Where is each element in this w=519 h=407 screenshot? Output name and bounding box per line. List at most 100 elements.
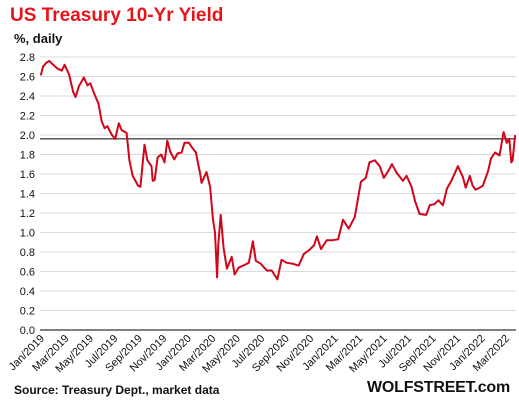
data-point <box>176 152 179 155</box>
data-point <box>425 214 428 216</box>
data-point <box>471 184 474 187</box>
data-point <box>418 213 421 215</box>
data-point <box>490 157 492 160</box>
data-point <box>308 249 311 252</box>
data-point <box>450 179 453 182</box>
data-point <box>474 188 477 191</box>
data-point <box>216 276 219 279</box>
data-point <box>117 122 120 125</box>
data-point <box>106 125 109 128</box>
y-tick-label: 1.8 <box>20 150 35 162</box>
data-point <box>153 178 156 181</box>
y-tick-label: 2.6 <box>20 72 35 84</box>
data-point <box>63 63 66 66</box>
data-point <box>205 171 208 173</box>
gridlines <box>40 56 516 311</box>
data-point <box>494 151 496 154</box>
data-point <box>217 243 220 246</box>
data-point <box>360 180 362 183</box>
data-point <box>68 73 70 76</box>
data-point <box>82 76 85 79</box>
data-point <box>303 253 305 255</box>
y-tick-label: 0.8 <box>20 247 35 259</box>
data-point <box>511 159 514 162</box>
data-point <box>265 269 268 272</box>
data-point <box>56 67 59 70</box>
y-tick-label: 1.0 <box>20 228 35 240</box>
data-point <box>347 227 350 230</box>
data-point <box>259 262 262 265</box>
data-point <box>78 85 80 88</box>
y-tick-label: 1.2 <box>20 208 35 220</box>
data-point <box>464 186 467 189</box>
data-point <box>226 267 228 270</box>
data-point <box>468 175 471 177</box>
data-point <box>100 120 103 123</box>
data-point <box>316 235 318 238</box>
data-point <box>230 256 233 258</box>
data-point <box>461 176 464 178</box>
data-point <box>254 259 257 262</box>
data-point <box>60 69 63 72</box>
data-point <box>433 203 436 206</box>
data-point <box>111 134 113 136</box>
data-point <box>166 139 169 142</box>
data-point <box>219 214 222 216</box>
data-point <box>191 146 194 149</box>
data-point <box>195 151 197 154</box>
data-point <box>510 161 513 164</box>
data-point <box>405 175 408 177</box>
y-tick-label: 0.0 <box>20 325 35 337</box>
data-point <box>342 218 344 221</box>
data-point <box>428 204 431 207</box>
data-point <box>169 150 172 153</box>
data-point <box>48 60 51 62</box>
data-point <box>97 102 100 105</box>
data-point <box>163 161 166 164</box>
data-point <box>297 264 300 267</box>
series-layer <box>40 59 516 281</box>
data-point <box>212 218 214 221</box>
source-note: Source: Treasury Dept., market data <box>14 383 220 397</box>
data-point <box>242 264 245 267</box>
data-point <box>505 141 508 144</box>
data-point <box>156 156 159 159</box>
data-point <box>214 231 216 234</box>
data-point <box>45 61 48 64</box>
data-point <box>291 262 294 265</box>
data-point <box>137 184 139 187</box>
data-point <box>143 143 146 146</box>
data-point <box>131 175 134 177</box>
data-point <box>402 179 404 182</box>
data-point <box>410 185 413 188</box>
data-point <box>146 159 149 162</box>
series-line <box>40 59 516 281</box>
data-point <box>135 180 137 183</box>
data-point <box>222 247 225 250</box>
data-point <box>120 129 123 132</box>
data-point <box>382 177 385 179</box>
data-point <box>89 82 92 85</box>
data-point <box>150 165 153 168</box>
data-point <box>86 84 89 87</box>
data-point <box>331 239 333 242</box>
data-point <box>74 96 77 98</box>
data-point <box>395 172 398 174</box>
data-point <box>151 179 154 182</box>
data-point <box>128 159 131 162</box>
y-tick-label: 0.2 <box>20 306 35 318</box>
y-tick-label: 2.8 <box>20 52 35 64</box>
data-point <box>52 63 55 66</box>
data-point <box>502 131 505 134</box>
data-point <box>325 239 328 242</box>
data-point <box>313 244 315 247</box>
data-point <box>237 266 240 269</box>
data-point <box>280 258 283 261</box>
data-point <box>42 65 44 68</box>
y-tick-label: 0.6 <box>20 267 35 279</box>
data-point <box>320 248 322 251</box>
brand-watermark: WOLFSTREET.com <box>367 379 510 396</box>
data-point <box>114 138 117 140</box>
data-point <box>209 185 212 188</box>
